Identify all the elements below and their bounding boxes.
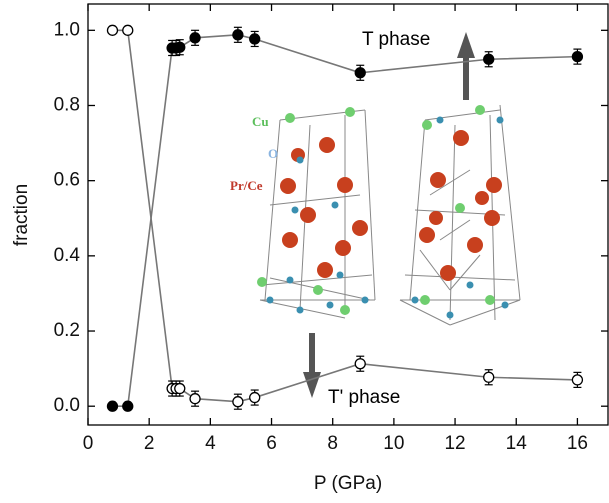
data-point (123, 25, 133, 35)
x-tick-label: 2 (144, 433, 155, 454)
data-point (233, 30, 243, 40)
y-tick-label: 0.8 (54, 95, 80, 116)
x-tick-label: 6 (266, 433, 277, 454)
data-point (190, 33, 200, 43)
data-point (572, 52, 582, 62)
plot-frame (88, 4, 608, 425)
y-tick-label: 0.4 (54, 245, 81, 266)
data-point (123, 401, 133, 411)
data-point (250, 393, 260, 403)
data-point (355, 68, 365, 78)
x-tick-label: 8 (327, 433, 338, 454)
y-tick-label: 0.6 (54, 170, 80, 191)
x-tick-label: 14 (506, 433, 528, 454)
annotation: Cu (252, 114, 269, 129)
data-point (107, 25, 117, 35)
data-point (484, 54, 494, 64)
x-tick-label: 12 (444, 433, 465, 454)
data-point (355, 359, 365, 369)
data-point (175, 384, 185, 394)
data-point (107, 401, 117, 411)
y-tick-label: 0.2 (54, 320, 80, 341)
data-point (233, 397, 243, 407)
x-axis-label: P (GPa) (314, 473, 382, 494)
y-axis-label: fraction (11, 184, 32, 246)
data-point (175, 42, 185, 52)
arrows (303, 32, 475, 398)
annotation: O (268, 146, 278, 161)
x-tick-label: 16 (567, 433, 588, 454)
x-tick-label: 10 (383, 433, 404, 454)
annotation: T' phase (328, 387, 400, 408)
data-point (190, 394, 200, 404)
x-tick-label: 4 (205, 433, 216, 454)
annotation: Pr/Ce (230, 178, 263, 193)
annotation: T phase (362, 29, 430, 50)
data-point (484, 372, 494, 382)
crystal-structures (257, 105, 520, 325)
x-tick-label: 0 (83, 433, 94, 454)
y-tick-label: 0.0 (54, 395, 80, 416)
chart: T phase T' phase Cu O Pr/Ce P (GPa) frac… (0, 0, 609, 498)
data-point (250, 34, 260, 44)
data-point (572, 375, 582, 385)
y-tick-label: 1.0 (54, 19, 80, 40)
